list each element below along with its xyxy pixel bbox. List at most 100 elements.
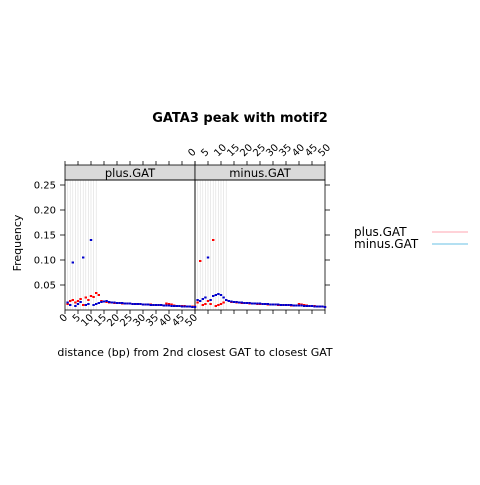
- data-point-plus: [222, 301, 225, 304]
- data-point-minus: [123, 302, 126, 305]
- data-point-plus: [76, 300, 80, 302]
- data-point-minus: [162, 304, 165, 307]
- data-point-minus: [204, 296, 207, 299]
- data-point-minus: [108, 301, 111, 303]
- data-point-plus: [89, 295, 93, 297]
- data-point-minus: [313, 305, 316, 308]
- data-point-minus: [149, 304, 152, 306]
- data-point-minus: [147, 303, 150, 306]
- data-point-minus: [264, 303, 267, 305]
- data-point-minus: [292, 304, 295, 307]
- data-point-minus: [186, 305, 189, 308]
- panel-frame: [194, 179, 326, 311]
- data-point-minus: [144, 303, 147, 306]
- data-point-minus: [235, 301, 238, 303]
- data-point-minus: [128, 302, 132, 305]
- data-point-minus: [253, 302, 256, 305]
- data-point-minus: [248, 302, 251, 304]
- data-point-minus: [154, 304, 158, 306]
- y-tick-label: 0.20: [34, 206, 56, 217]
- data-point-minus: [170, 305, 173, 307]
- data-point-minus: [206, 256, 210, 259]
- data-point-minus: [227, 300, 230, 302]
- panels: plus.GAT minus.GAT0.050.100.150.200.25005…: [34, 142, 333, 329]
- data-point-plus: [217, 304, 220, 306]
- data-point-minus: [222, 296, 225, 299]
- data-point-minus: [232, 301, 236, 303]
- data-point-minus: [217, 293, 220, 295]
- data-point-minus: [79, 301, 82, 303]
- data-point-plus: [204, 303, 207, 305]
- data-point-plus: [214, 305, 217, 307]
- data-point-minus: [126, 302, 129, 305]
- y-tick-label: 0.15: [34, 231, 56, 242]
- data-point-minus: [87, 303, 90, 305]
- data-point-minus: [212, 295, 215, 297]
- data-point-minus: [318, 305, 321, 308]
- data-point-minus: [256, 302, 259, 305]
- data-point-minus: [321, 305, 324, 308]
- data-point-plus: [87, 299, 90, 301]
- data-point-minus: [92, 304, 95, 306]
- x-tick-label: 0: [58, 312, 70, 324]
- data-point-minus: [251, 302, 254, 305]
- legend-label: plus.GAT: [354, 225, 407, 239]
- data-point-minus: [121, 302, 124, 304]
- data-point-minus: [76, 303, 80, 305]
- data-point-minus: [131, 303, 134, 305]
- data-point-minus: [300, 304, 303, 307]
- data-point-plus: [297, 303, 301, 305]
- data-point-plus: [209, 303, 212, 305]
- data-point-minus: [269, 303, 272, 306]
- data-point-minus: [271, 303, 275, 306]
- data-point-minus: [284, 304, 288, 306]
- x-tick-label-top: 5: [199, 147, 211, 159]
- y-tick-label: 0.05: [34, 281, 56, 292]
- data-point-minus: [102, 300, 106, 303]
- data-point-plus: [206, 300, 210, 302]
- data-point-minus: [175, 305, 178, 307]
- data-point-plus: [74, 301, 77, 304]
- data-point-minus: [95, 303, 98, 305]
- data-point-minus: [183, 305, 186, 308]
- data-point-minus: [196, 299, 199, 301]
- legend-label: minus.GAT: [354, 237, 419, 251]
- data-point-plus: [199, 260, 202, 262]
- data-point-minus: [118, 302, 121, 304]
- data-point-plus: [170, 303, 173, 306]
- chart-title: GATA3 peak with motif2: [152, 111, 328, 126]
- data-point-minus: [113, 301, 116, 304]
- panel-strip-label: minus.GAT: [229, 166, 292, 180]
- y-axis-label: Frequency: [11, 214, 24, 271]
- data-point-minus: [191, 306, 194, 308]
- data-point-minus: [305, 305, 308, 307]
- data-point-minus: [240, 301, 243, 304]
- data-point-minus: [274, 303, 277, 306]
- data-point-minus: [323, 306, 327, 308]
- data-point-minus: [165, 304, 168, 307]
- data-point-minus: [66, 301, 69, 304]
- data-point-minus: [230, 300, 233, 303]
- data-point-plus: [92, 296, 95, 298]
- data-point-minus: [243, 302, 246, 304]
- data-point-minus: [219, 294, 223, 296]
- y-tick-label: 0.25: [34, 181, 56, 192]
- data-point-minus: [297, 304, 301, 307]
- data-point-minus: [157, 304, 160, 306]
- data-point-minus: [279, 304, 282, 306]
- data-point-minus: [141, 303, 145, 306]
- data-point-minus: [160, 304, 163, 306]
- data-point-minus: [167, 304, 171, 307]
- data-point-plus: [95, 292, 98, 294]
- data-point-plus: [66, 303, 69, 305]
- x-tick-label-top: 50: [316, 142, 333, 159]
- data-point-plus: [212, 239, 215, 241]
- data-point-plus: [219, 303, 223, 305]
- data-point-plus: [201, 304, 204, 306]
- data-point-plus: [71, 299, 74, 301]
- data-point-minus: [209, 299, 212, 301]
- data-point-minus: [71, 261, 74, 264]
